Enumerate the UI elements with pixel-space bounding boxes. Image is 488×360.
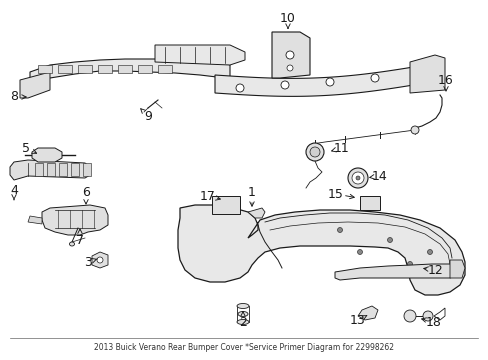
Ellipse shape (69, 242, 74, 246)
Circle shape (285, 51, 293, 59)
Circle shape (281, 81, 288, 89)
Bar (359, 196, 379, 210)
Polygon shape (28, 216, 42, 224)
Polygon shape (59, 163, 67, 176)
Text: 3: 3 (84, 256, 92, 269)
Text: 18: 18 (425, 315, 441, 328)
Text: 8: 8 (10, 90, 18, 104)
Circle shape (305, 143, 324, 161)
Text: 4: 4 (10, 184, 18, 197)
Polygon shape (20, 72, 50, 98)
Text: 11: 11 (333, 141, 349, 154)
Circle shape (410, 126, 418, 134)
Polygon shape (98, 65, 112, 73)
Polygon shape (47, 163, 55, 176)
Text: 17: 17 (200, 189, 216, 202)
Circle shape (337, 228, 342, 233)
Ellipse shape (238, 311, 247, 316)
Circle shape (370, 74, 378, 82)
Circle shape (236, 84, 244, 92)
Polygon shape (357, 306, 377, 320)
Ellipse shape (237, 303, 248, 309)
Text: 10: 10 (280, 12, 295, 24)
Text: 6: 6 (82, 186, 90, 199)
Polygon shape (449, 260, 464, 278)
Text: 2: 2 (239, 315, 246, 328)
Text: 14: 14 (371, 170, 387, 183)
Circle shape (403, 310, 415, 322)
Polygon shape (215, 64, 429, 96)
Ellipse shape (237, 320, 248, 324)
Circle shape (355, 176, 359, 180)
Polygon shape (118, 65, 132, 73)
Circle shape (309, 147, 319, 157)
Polygon shape (30, 59, 229, 84)
Polygon shape (78, 65, 92, 73)
Circle shape (347, 168, 367, 188)
Text: 7: 7 (76, 234, 84, 247)
Circle shape (97, 257, 103, 263)
Text: 2013 Buick Verano Rear Bumper Cover *Service Primer Diagram for 22998262: 2013 Buick Verano Rear Bumper Cover *Ser… (94, 343, 393, 352)
Polygon shape (155, 45, 244, 65)
Polygon shape (178, 205, 464, 295)
Polygon shape (271, 32, 309, 78)
Text: 13: 13 (349, 314, 365, 327)
Text: 5: 5 (22, 141, 30, 154)
Polygon shape (32, 148, 62, 162)
Polygon shape (92, 252, 108, 268)
Polygon shape (42, 205, 108, 235)
Text: 16: 16 (437, 73, 453, 86)
Bar (212, 196, 240, 214)
Text: 9: 9 (144, 109, 152, 122)
Polygon shape (247, 208, 264, 218)
Polygon shape (83, 163, 91, 176)
Circle shape (286, 65, 292, 71)
Circle shape (351, 172, 363, 184)
Polygon shape (158, 65, 172, 73)
Circle shape (386, 238, 392, 243)
Text: 1: 1 (247, 186, 255, 199)
Text: 12: 12 (427, 264, 443, 276)
Polygon shape (334, 264, 457, 280)
Polygon shape (58, 65, 72, 73)
Polygon shape (10, 160, 90, 180)
Polygon shape (138, 65, 152, 73)
Circle shape (407, 261, 412, 266)
Circle shape (427, 249, 431, 255)
Circle shape (357, 249, 362, 255)
Polygon shape (35, 163, 43, 176)
Text: 15: 15 (327, 188, 343, 201)
Polygon shape (38, 65, 52, 73)
Circle shape (422, 311, 432, 321)
Polygon shape (409, 55, 444, 93)
Circle shape (325, 78, 333, 86)
Polygon shape (71, 163, 79, 176)
